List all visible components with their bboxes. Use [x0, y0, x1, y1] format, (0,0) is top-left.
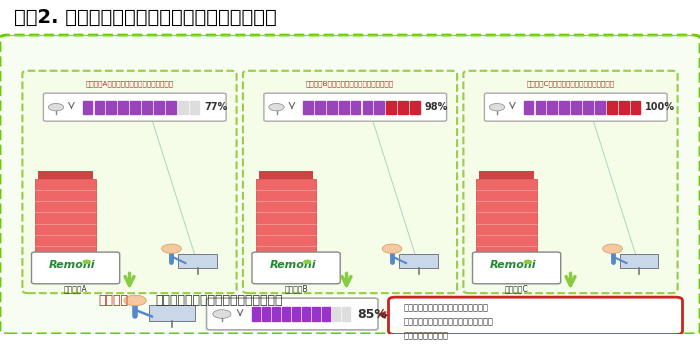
- FancyBboxPatch shape: [32, 252, 120, 284]
- Bar: [190, 101, 200, 114]
- Bar: [339, 101, 349, 114]
- FancyBboxPatch shape: [473, 252, 561, 284]
- Bar: [631, 101, 640, 114]
- Bar: [282, 307, 290, 321]
- FancyBboxPatch shape: [206, 298, 378, 330]
- Bar: [620, 254, 658, 268]
- Bar: [476, 179, 537, 257]
- Bar: [547, 101, 557, 114]
- Bar: [559, 101, 569, 114]
- FancyBboxPatch shape: [252, 252, 340, 284]
- Text: 機能2. 複数事業所の電力使用状況を確認できる: 機能2. 複数事業所の電力使用状況を確認できる: [14, 8, 276, 27]
- FancyBboxPatch shape: [463, 71, 678, 293]
- Text: 98%: 98%: [425, 102, 448, 112]
- Bar: [398, 101, 408, 114]
- Bar: [178, 254, 217, 268]
- Text: 対象ビルAの電力の使用状況を『見せる化』: 対象ビルAの電力の使用状況を『見せる化』: [85, 81, 174, 88]
- Bar: [178, 101, 188, 114]
- FancyBboxPatch shape: [0, 35, 700, 334]
- Text: 対象ビルB: 対象ビルB: [284, 285, 308, 294]
- Text: Remoni: Remoni: [270, 260, 316, 270]
- Bar: [619, 101, 629, 114]
- Bar: [312, 307, 321, 321]
- Bar: [106, 101, 116, 114]
- Bar: [118, 101, 128, 114]
- Text: 複数の事業所をお持ちのお客様の場合
全体の目標値に対する電力の使用状況が
一目でわかります。: 複数の事業所をお持ちのお客様の場合 全体の目標値に対する電力の使用状況が 一目で…: [404, 304, 494, 340]
- Bar: [149, 305, 195, 321]
- FancyBboxPatch shape: [22, 71, 237, 293]
- Bar: [142, 101, 152, 114]
- Bar: [410, 101, 420, 114]
- Bar: [342, 307, 350, 321]
- Circle shape: [124, 295, 146, 306]
- Bar: [607, 101, 617, 114]
- Circle shape: [213, 310, 231, 318]
- Bar: [154, 101, 164, 114]
- Bar: [327, 101, 337, 114]
- FancyBboxPatch shape: [389, 297, 682, 335]
- Bar: [386, 101, 396, 114]
- Bar: [571, 101, 581, 114]
- Text: の電力の使用状況を『見せる化』可能: の電力の使用状況を『見せる化』可能: [155, 294, 283, 308]
- Bar: [536, 101, 545, 114]
- Text: 100%: 100%: [645, 102, 675, 112]
- Bar: [332, 307, 340, 321]
- Circle shape: [48, 103, 64, 111]
- Circle shape: [524, 260, 531, 264]
- Text: 対象ビルBの電力の使用状況を『見せる化』: 対象ビルBの電力の使用状況を『見せる化』: [306, 81, 394, 88]
- Bar: [322, 307, 330, 321]
- Text: Remoni: Remoni: [49, 260, 95, 270]
- Bar: [479, 171, 534, 179]
- Bar: [166, 101, 176, 114]
- Circle shape: [603, 244, 622, 253]
- Bar: [292, 307, 300, 321]
- Bar: [252, 307, 260, 321]
- Bar: [583, 101, 593, 114]
- Bar: [595, 101, 605, 114]
- Bar: [83, 101, 92, 114]
- Circle shape: [382, 244, 402, 253]
- Bar: [524, 101, 533, 114]
- FancyBboxPatch shape: [243, 71, 457, 293]
- Text: Remoni: Remoni: [490, 260, 536, 270]
- Bar: [94, 101, 104, 114]
- FancyBboxPatch shape: [43, 93, 226, 121]
- Text: 複数ビル: 複数ビル: [98, 294, 128, 308]
- Bar: [374, 101, 384, 114]
- Circle shape: [83, 260, 90, 264]
- Bar: [130, 101, 140, 114]
- Bar: [258, 171, 314, 179]
- Text: 対象ビルC: 対象ビルC: [505, 285, 528, 294]
- Bar: [363, 101, 372, 114]
- Bar: [315, 101, 325, 114]
- Text: 85%: 85%: [358, 308, 388, 320]
- Text: 77%: 77%: [204, 102, 228, 112]
- Bar: [272, 307, 280, 321]
- Circle shape: [269, 103, 284, 111]
- Bar: [399, 254, 438, 268]
- Circle shape: [304, 260, 311, 264]
- Bar: [262, 307, 270, 321]
- Circle shape: [162, 244, 181, 253]
- Text: 対象ビルCの電力の使用状況を『見せる化』: 対象ビルCの電力の使用状況を『見せる化』: [526, 81, 615, 88]
- FancyBboxPatch shape: [264, 93, 447, 121]
- Bar: [351, 101, 360, 114]
- Bar: [256, 179, 316, 257]
- FancyBboxPatch shape: [484, 93, 667, 121]
- Circle shape: [489, 103, 505, 111]
- Bar: [303, 101, 313, 114]
- Bar: [302, 307, 310, 321]
- Text: 対象ビルA: 対象ビルA: [64, 285, 88, 294]
- Bar: [35, 179, 96, 257]
- Bar: [38, 171, 93, 179]
